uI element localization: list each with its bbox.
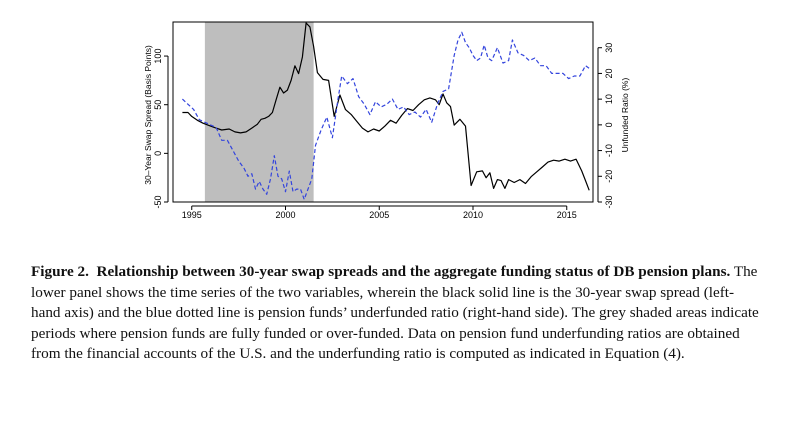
figure-label: Figure 2. (31, 263, 89, 280)
left-tick-label--50: -50 (153, 195, 163, 208)
x-tick-label-2015: 2015 (557, 210, 577, 220)
left-tick-label-0: 0 (153, 151, 163, 156)
left-y-axis: -50 0 50 100 (153, 49, 169, 209)
right-tick-label-0: 0 (604, 122, 614, 127)
figure-caption: Figure 2. Relationship between 30-year s… (31, 262, 761, 365)
series-layer (181, 22, 590, 200)
right-tick-label-30: 30 (604, 43, 614, 53)
series-line-underfunded-ratio (181, 31, 590, 200)
right-tick-label--30: -30 (604, 195, 614, 208)
right-tick-label--10: -10 (604, 144, 614, 157)
right-tick-label-10: 10 (604, 94, 614, 104)
figure-description: The lower panel shows the time series of… (31, 263, 759, 362)
right-tick-label-20: 20 (604, 68, 614, 78)
left-tick-label-100: 100 (153, 49, 163, 64)
left-tick-label-50: 50 (153, 100, 163, 110)
x-tick-label-2005: 2005 (369, 210, 389, 220)
x-tick-label-1995: 1995 (182, 210, 202, 220)
x-tick-label-2000: 2000 (275, 210, 295, 220)
right-tick-label--20: -20 (604, 170, 614, 183)
left-axis-label: 30–Year Swap Spread (Basis Points) (143, 45, 153, 185)
shaded-region-0 (204, 22, 314, 202)
right-axis-label: Unfunded Ratio (%) (620, 78, 630, 153)
right-y-axis: -30 -20 -10 0 10 20 30 (597, 43, 614, 209)
x-tick-label-2010: 2010 (463, 210, 483, 220)
shaded-region-layer (204, 22, 314, 202)
plot-frame (172, 21, 594, 203)
figure-title: Relationship between 30-year swap spread… (96, 263, 731, 280)
x-axis: 1995 2000 2005 2010 2015 (182, 205, 577, 220)
series-line-swap-spread (182, 22, 590, 191)
chart-area: 1995 2000 2005 2010 2015 -50 0 50 100 -30 -20 -10… (143, 21, 630, 220)
